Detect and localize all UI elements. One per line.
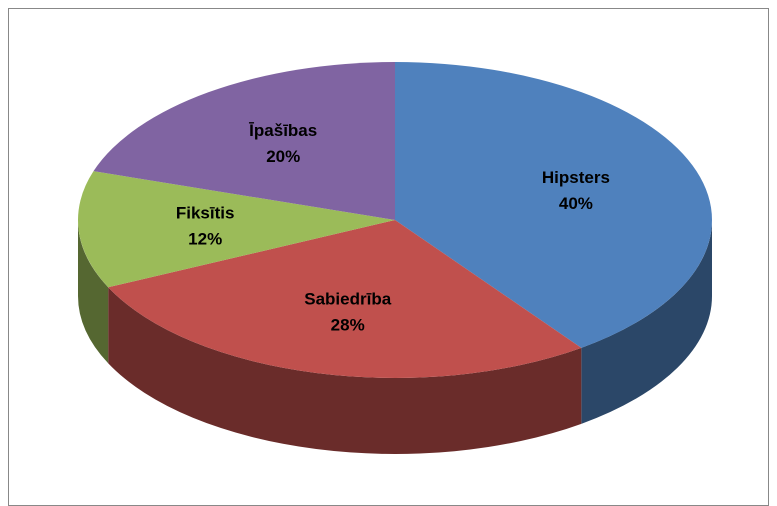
slice-label: Sabiedrība <box>304 289 391 308</box>
slice <box>395 62 713 348</box>
slice-label: Fiksītis <box>176 203 235 222</box>
slice-side <box>78 220 109 364</box>
slice-value-label: 20% <box>266 147 300 166</box>
slice-value-label: 28% <box>331 315 365 334</box>
slice <box>108 220 582 379</box>
slice-side <box>108 287 582 455</box>
slice <box>77 171 395 288</box>
slice-value-label: 40% <box>559 194 593 213</box>
slice <box>93 62 396 220</box>
slice-label: Īpašības <box>248 121 317 140</box>
slice-value-label: 12% <box>188 229 222 248</box>
slice-label: Hipsters <box>542 168 610 187</box>
slice-side <box>581 220 712 424</box>
